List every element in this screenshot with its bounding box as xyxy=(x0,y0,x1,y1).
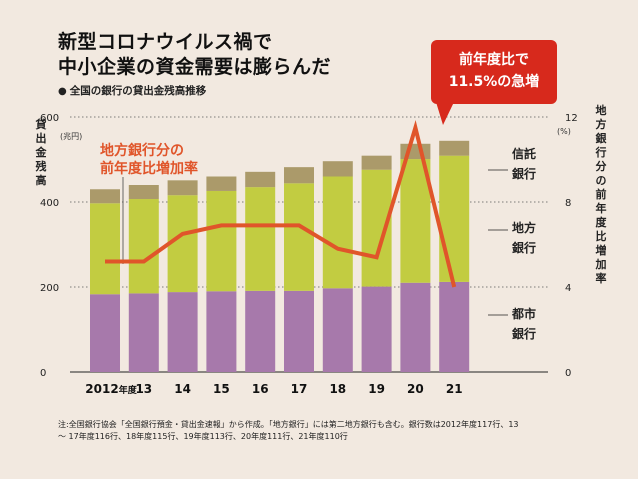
x-tick-label: 19 xyxy=(368,382,385,396)
left-axis-title-char: 金 xyxy=(35,145,48,159)
line-series-label: 前年度比増加率 xyxy=(100,160,198,177)
callout-pointer xyxy=(436,102,454,125)
legend-shintaku-line-1: 信託 xyxy=(512,146,536,161)
bar-segment-toshi xyxy=(322,288,353,372)
legend-toshi-line-2: 銀行 xyxy=(511,326,536,341)
bar-segment-shintaku xyxy=(361,155,392,170)
x-tick-label: 20 xyxy=(407,382,424,396)
bar-segment-toshi xyxy=(400,282,431,372)
bar-segment-shintaku xyxy=(284,167,314,184)
legend-shintaku-line-2: 銀行 xyxy=(511,166,536,181)
bar-segment-shintaku xyxy=(439,140,470,156)
bar-segment-chiho xyxy=(284,183,314,291)
title-block: 新型コロナウイルス禍で 中小企業の資金需要は膨らんだ ● 全国の銀行の貸出金残高推… xyxy=(58,30,331,98)
bar-segment-chiho xyxy=(322,176,353,289)
bar-segment-shintaku xyxy=(206,176,237,191)
right-axis-title-char: 比 xyxy=(596,229,607,243)
legend-chiho-line-2: 銀行 xyxy=(511,240,536,255)
x-tick-label: 14 xyxy=(174,382,191,396)
right-axis-title-char: 率 xyxy=(596,271,607,285)
rate-line xyxy=(105,119,457,288)
x-tick-label: 21 xyxy=(446,382,463,396)
legend-chiho-line-1: 地方 xyxy=(512,220,536,235)
bar-segment-toshi xyxy=(206,291,237,372)
right-axis-title-char: 加 xyxy=(595,257,607,271)
bar-segment-chiho xyxy=(128,199,159,294)
left-tick-label: 600 xyxy=(40,113,59,124)
x-tick-label: 16 xyxy=(252,382,269,396)
right-tick-label: 8 xyxy=(565,198,571,209)
left-tick-label: 0 xyxy=(40,368,46,379)
callout-box: 前年度比で 11.5%の急増 xyxy=(431,40,557,104)
bar-segment-toshi xyxy=(284,290,314,372)
bar-segment-toshi xyxy=(128,293,159,372)
footnote-line-2: 〜 17年度116行、18年度115行、19年度113行、20年度111行、21… xyxy=(58,432,348,441)
chart-subtitle: ● 全国の銀行の貸出金残高推移 xyxy=(58,83,331,98)
right-axis-title-char: 地 xyxy=(596,103,607,117)
left-axis-title-char: 残 xyxy=(36,159,47,173)
legend-toshi-line-1: 都市 xyxy=(511,306,536,321)
bar-segment-shintaku xyxy=(90,189,120,204)
bar-segment-shintaku xyxy=(167,180,198,196)
right-axis-title-char: 行 xyxy=(595,145,607,159)
right-axis-title-char: 年 xyxy=(596,201,607,215)
chart-title-line-1: 新型コロナウイルス禍で xyxy=(58,31,273,53)
x-tick-label: 17 xyxy=(291,382,308,396)
x-tick-label: 2012年度 xyxy=(85,382,137,396)
x-tick-label: 13 xyxy=(135,382,152,396)
left-axis-title-char: 貸 xyxy=(35,117,47,131)
right-tick-label: 12 xyxy=(565,113,578,124)
x-tick-label: 18 xyxy=(329,382,346,396)
left-tick-label: 200 xyxy=(40,283,59,294)
right-tick-label: 0 xyxy=(565,368,571,379)
bullet-dot-icon: ● xyxy=(58,86,67,97)
right-axis-title-char: 分 xyxy=(596,159,607,173)
bar-segment-toshi xyxy=(167,292,198,372)
right-axis-unit: (%) xyxy=(557,127,571,136)
bar-segment-toshi xyxy=(361,286,392,372)
right-tick-label: 4 xyxy=(565,283,571,294)
right-axis-title-char: 度 xyxy=(596,215,608,229)
footnote-line-1: 注:全国銀行協会「全国銀行預金・貸出金速報」から作成。「地方銀行」には第二地方銀… xyxy=(58,420,519,429)
bar-segment-chiho xyxy=(90,203,120,295)
right-axis-title-char: 増 xyxy=(596,243,607,257)
right-axis-title-char: 方 xyxy=(596,117,607,131)
line-series-label: 地方銀行分の xyxy=(100,142,184,159)
left-tick-label: 400 xyxy=(40,198,59,209)
x-tick-year: 2012 xyxy=(85,382,118,396)
bar-segment-shintaku xyxy=(128,185,159,200)
left-axis-title-char: 出 xyxy=(36,131,47,145)
subtitle-text: 全国の銀行の貸出金残高推移 xyxy=(69,85,207,97)
right-axis-title-char: 前 xyxy=(596,187,607,201)
bar-segment-toshi xyxy=(245,290,276,372)
bar-segment-chiho xyxy=(400,159,431,283)
right-axis-title-char: 銀 xyxy=(596,131,607,145)
x-tick-label: 15 xyxy=(213,382,230,396)
callout-line-1: 前年度比で xyxy=(459,52,529,68)
callout-line-2: 11.5%の急増 xyxy=(448,74,540,90)
bar-segment-chiho xyxy=(439,155,470,282)
left-axis-title-char: 高 xyxy=(36,173,47,187)
bar-segment-chiho xyxy=(167,195,198,293)
bar-segment-toshi xyxy=(439,281,470,372)
right-axis-title-char: の xyxy=(596,174,607,187)
chart-title-line-2: 中小企業の資金需要は膨らんだ xyxy=(58,56,332,78)
footnote: 注:全国銀行協会「全国銀行預金・貸出金速報」から作成。「地方銀行」には第二地方銀… xyxy=(58,419,613,443)
x-tick-suffix: 年度 xyxy=(119,384,138,396)
bar-segment-shintaku xyxy=(245,171,276,188)
bar-segment-chiho xyxy=(245,187,276,291)
bar-segment-chiho xyxy=(206,190,237,292)
bar-segment-shintaku xyxy=(322,161,353,177)
bar-segment-toshi xyxy=(90,294,120,372)
left-axis-unit: (兆円) xyxy=(60,131,82,141)
